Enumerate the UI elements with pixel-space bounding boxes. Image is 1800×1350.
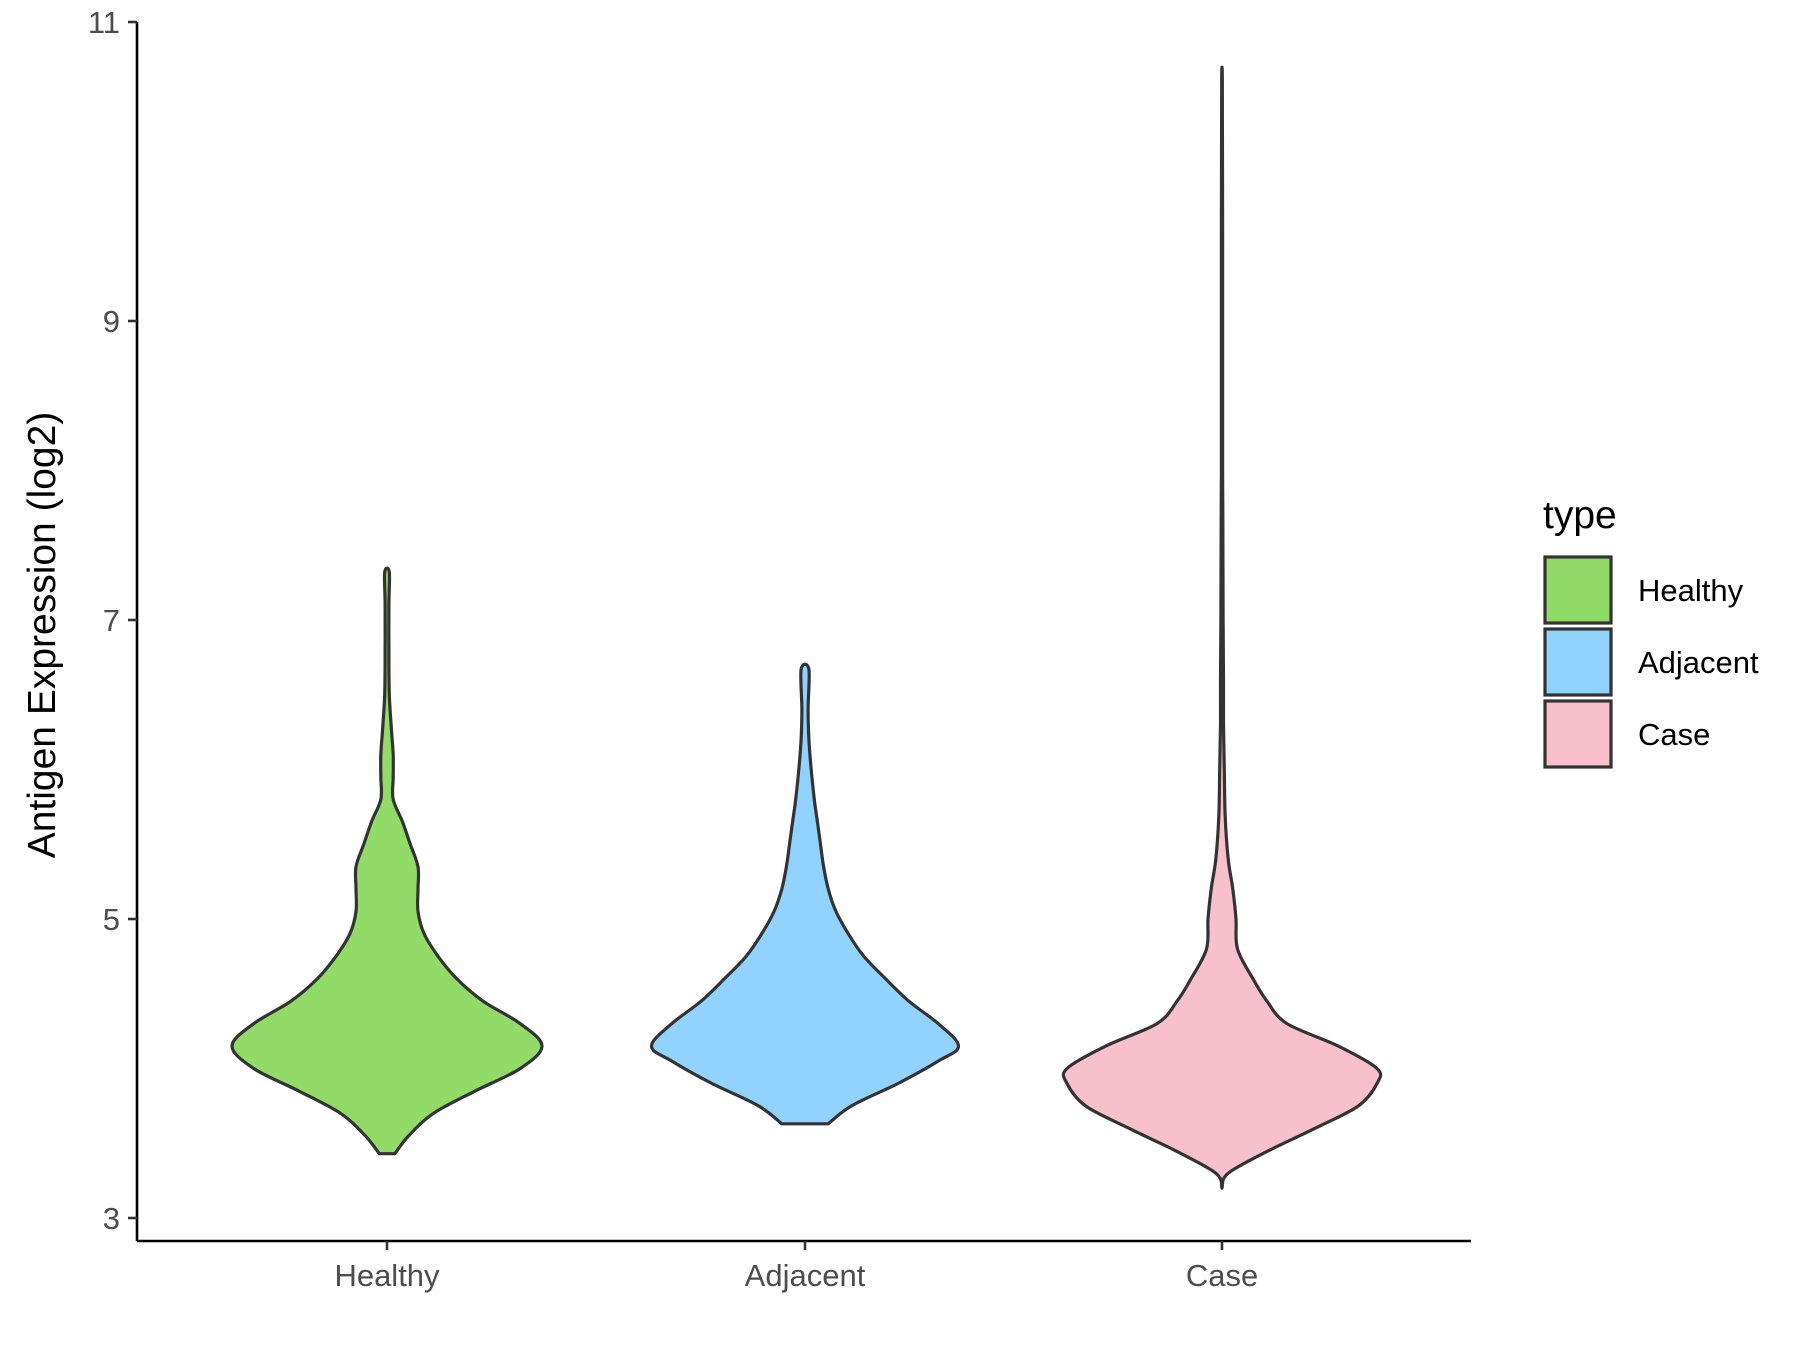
legend: type Healthy Adjacent Case	[1543, 494, 1759, 769]
y-axis-title: Antigen Expression (log2)	[21, 412, 64, 859]
legend-label-case: Case	[1638, 717, 1710, 752]
y-tick-label: 7	[103, 603, 120, 638]
x-tick-label: Adjacent	[745, 1258, 866, 1293]
y-ticks: 3 5 7 9 11	[88, 5, 137, 1236]
legend-label-adjacent: Adjacent	[1638, 645, 1759, 680]
legend-key-healthy	[1543, 555, 1613, 625]
y-tick-label: 5	[103, 902, 120, 937]
legend-key-case	[1543, 699, 1613, 769]
y-tick-label: 11	[88, 5, 120, 40]
plot-area	[230, 65, 1383, 1190]
legend-key-adjacent	[1543, 627, 1613, 697]
x-tick-label: Healthy	[334, 1258, 440, 1293]
y-tick-label: 9	[103, 304, 120, 339]
x-tick-label: Case	[1186, 1258, 1258, 1293]
violin-case	[1061, 65, 1383, 1190]
legend-title: type	[1543, 494, 1617, 537]
x-ticks: Healthy Adjacent Case	[334, 1241, 1258, 1293]
violin-adjacent	[649, 662, 961, 1126]
violin-healthy	[230, 566, 544, 1156]
y-tick-label: 3	[103, 1201, 120, 1236]
legend-label-healthy: Healthy	[1638, 573, 1744, 608]
